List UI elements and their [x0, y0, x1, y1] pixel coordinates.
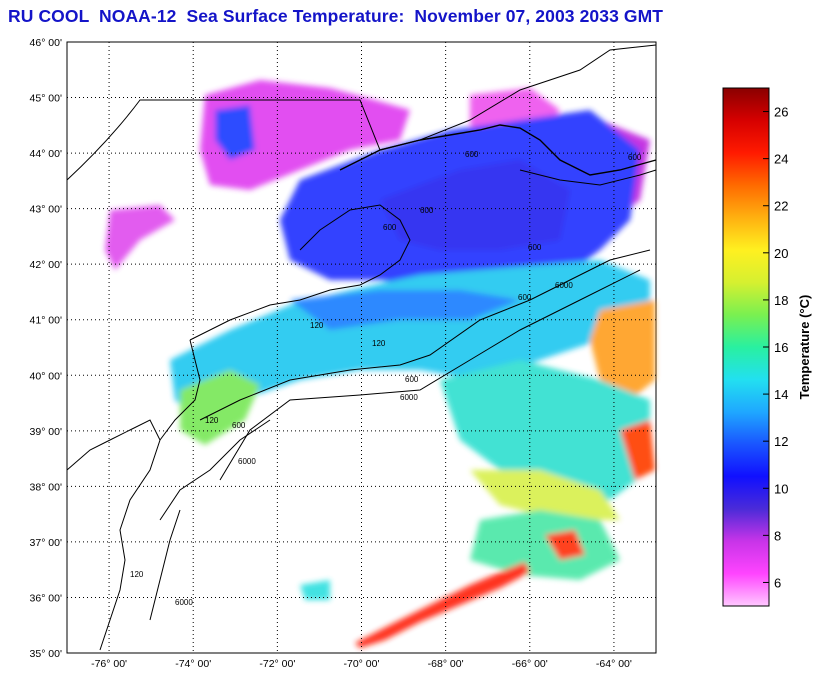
lat-tick-label: 46° 00' [30, 37, 62, 49]
longitude-axis: -76° 00' -74° 00' -72° 00' -70° 00' -68° 00'… [91, 658, 632, 670]
contour-label: 600 [518, 293, 532, 302]
lat-tick-label: 38° 00' [30, 481, 62, 493]
colorbar-tick-label: 24 [774, 152, 788, 167]
contour-label: 600 [528, 243, 542, 252]
lon-tick-label: -72° 00' [259, 658, 295, 670]
colorbar-tick-label: 10 [774, 481, 788, 496]
contour-label: 6000 [555, 281, 573, 290]
sst-patch-magenta-west [105, 205, 175, 270]
lon-tick-label: -66° 00' [512, 658, 548, 670]
coastline-ne [66, 44, 657, 181]
colorbar: 6 8 10 12 14 16 18 20 22 24 26 Temperature (°C) [722, 87, 812, 607]
colorbar-ramp [722, 87, 770, 607]
colorbar-label: Temperature (°C) [797, 295, 812, 400]
sst-patch-south-teal [470, 510, 620, 580]
sst-patch-east-yellow [470, 470, 620, 520]
coastline-chesapeake [66, 419, 161, 651]
lat-tick-label: 36° 00' [30, 592, 62, 604]
contour-6000m [219, 269, 641, 481]
contour-label: 120 [130, 570, 144, 579]
map-title: RU COOL NOAA-12 Sea Surface Temperature:… [8, 6, 664, 26]
contour-deep-south [159, 419, 271, 521]
coastline-nova-scotia [519, 169, 657, 186]
colorbar-tick-label: 6 [774, 575, 781, 590]
sst-patch-green [180, 370, 260, 445]
sst-patch-east-red [620, 420, 655, 480]
colorbar-tick-label: 22 [774, 199, 788, 214]
coastline-new-jersey [159, 339, 201, 441]
colorbar-tick-label: 8 [774, 528, 781, 543]
lat-tick-label: 42° 00' [30, 259, 62, 271]
contour-label: 120 [372, 339, 386, 348]
sst-patch-blue-violet [380, 160, 570, 250]
sst-gulf-stream [355, 562, 530, 648]
contour-labels: 600 600 600 600 6000 600 120 120 600 6000 120 600 60… [130, 150, 642, 607]
sst-patch-magenta-north [200, 80, 410, 190]
colorbar-tick-label: 12 [774, 434, 788, 449]
coastline-maine [339, 124, 657, 176]
lat-tick-label: 43° 00' [30, 204, 62, 216]
latitude-axis: 35° 00' 36° 00' 37° 00' 38° 00' 39° 00' 40° 0… [30, 37, 62, 660]
lat-tick-label: 45° 00' [30, 93, 62, 105]
colorbar-tick-label: 14 [774, 387, 788, 402]
contour-label: 600 [420, 206, 434, 215]
contour-label: 120 [310, 321, 324, 330]
colorbar-ticks: 6 8 10 12 14 16 18 20 22 24 26 [763, 105, 788, 590]
contour-label: 120 [205, 416, 219, 425]
sst-patch-small-teal [300, 580, 330, 600]
lon-tick-label: -76° 00' [91, 658, 127, 670]
lat-tick-label: 40° 00' [30, 370, 62, 382]
lat-tick-label: 39° 00' [30, 426, 62, 438]
colorbar-tick-label: 16 [774, 340, 788, 355]
contour-label: 600 [383, 223, 397, 232]
colorbar-tick-label: 18 [774, 293, 788, 308]
contour-label: 600 [232, 421, 246, 430]
lat-tick-label: 35° 00' [30, 648, 62, 660]
lat-tick-label: 37° 00' [30, 537, 62, 549]
colorbar-tick-label: 20 [774, 246, 788, 261]
coastlines [66, 44, 657, 651]
contour-label: 6000 [175, 598, 193, 607]
coastline-cape-cod [299, 204, 411, 301]
contour-label: 6000 [238, 457, 256, 466]
lon-tick-label: -64° 00' [596, 658, 632, 670]
sst-patch-south-red [545, 530, 585, 560]
contour-deep-ne [149, 509, 181, 621]
lon-tick-label: -74° 00' [175, 658, 211, 670]
contour-label: 6000 [400, 393, 418, 402]
lat-tick-label: 41° 00' [30, 315, 62, 327]
contour-shelf-break [199, 249, 651, 421]
colorbar-tick-label: 26 [774, 105, 788, 120]
sst-patch-gulf-of-maine [215, 105, 255, 160]
contour-label: 600 [405, 375, 419, 384]
lon-tick-label: -70° 00' [344, 658, 380, 670]
coastline-long-island [189, 299, 301, 341]
sst-patch-east-warm [590, 300, 655, 400]
sst-patch-east-teal [440, 360, 650, 510]
contour-label: 600 [628, 153, 642, 162]
lat-tick-label: 44° 00' [30, 148, 62, 160]
contour-label: 600 [465, 150, 479, 159]
lon-tick-label: -68° 00' [428, 658, 464, 670]
